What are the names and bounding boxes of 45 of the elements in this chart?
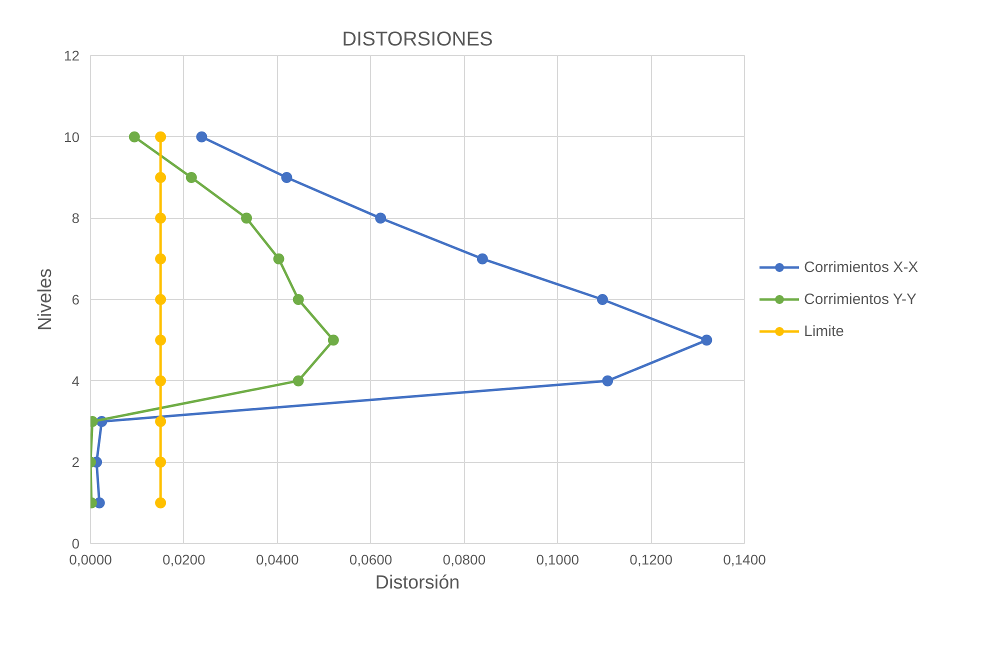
point — [292, 294, 304, 305]
y-tick-label: 4 — [72, 372, 80, 389]
x-tick-label: 0,1000 — [536, 552, 580, 568]
x-tick-label: 0,1200 — [630, 552, 673, 568]
point — [155, 131, 166, 142]
point — [328, 334, 339, 346]
point — [476, 253, 488, 264]
point — [241, 212, 252, 224]
y-tick-label: 6 — [72, 292, 80, 308]
point — [155, 497, 166, 508]
x-axis-title: Distorsión — [375, 572, 460, 594]
point — [273, 253, 284, 264]
y-axis-title: Niveles — [34, 268, 56, 331]
legend-label: Corrimientos X-X — [804, 258, 918, 276]
point — [375, 212, 386, 224]
point — [155, 172, 166, 183]
x-tick-label: 0,0600 — [349, 552, 392, 568]
point — [602, 375, 614, 386]
point — [155, 334, 166, 346]
x-tick-label: 0,1400 — [723, 552, 766, 568]
point — [196, 131, 208, 142]
x-tick-label: 0,0200 — [162, 552, 206, 568]
point — [155, 294, 166, 305]
chart-title: DISTORSIONES — [342, 28, 493, 50]
point — [596, 294, 608, 305]
point — [155, 416, 166, 427]
y-tick-label: 12 — [64, 48, 80, 64]
x-tick-label: 0,0800 — [442, 552, 486, 568]
point — [292, 375, 304, 386]
point — [155, 375, 166, 386]
y-tick-label: 0 — [72, 536, 80, 552]
point — [186, 172, 197, 183]
x-tick-label: 0,0000 — [69, 552, 112, 568]
point — [128, 131, 140, 142]
point — [155, 456, 166, 468]
y-tick-label: 8 — [72, 210, 80, 226]
point — [701, 334, 712, 346]
legend-label: Corrimientos Y-Y — [804, 290, 917, 308]
point — [155, 212, 166, 224]
legend-label: Limite — [804, 322, 844, 340]
x-tick-label: 0,0400 — [256, 552, 299, 568]
point — [281, 172, 292, 183]
y-tick-label: 2 — [72, 454, 80, 470]
y-tick-label: 10 — [64, 128, 80, 145]
point — [155, 253, 166, 264]
